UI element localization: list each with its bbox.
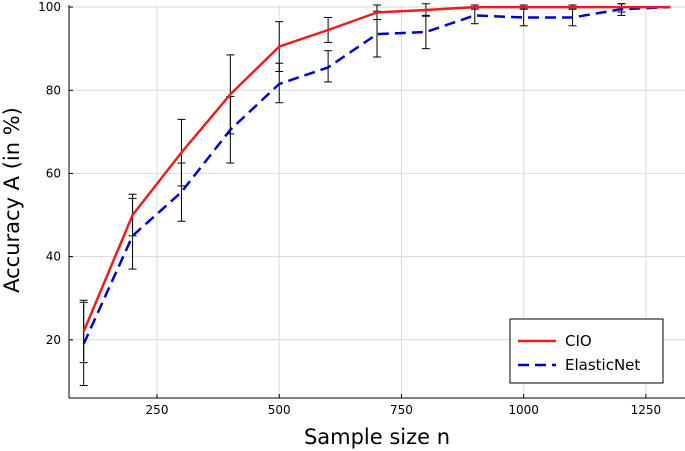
tick-labels: 250 500 750 1000 1250 20 40 60 80 100 — [38, 0, 661, 417]
error-bar-elasticnet-300 — [177, 162, 186, 222]
x-axis-title: Sample size n — [304, 425, 450, 449]
y-tick-label-60: 60 — [46, 166, 61, 180]
x-tick-label-1000: 1000 — [508, 403, 539, 417]
y-axis-title: Accuracy A (in %) — [0, 107, 24, 293]
x-tick-label-250: 250 — [146, 403, 169, 417]
legend-box — [509, 318, 664, 384]
y-tick-label-20: 20 — [46, 333, 61, 347]
y-tick-label-80: 80 — [46, 83, 61, 97]
axes — [68, 5, 685, 399]
y-tick-label-40: 40 — [46, 250, 61, 264]
error-bar-elasticnet-200 — [128, 197, 137, 270]
legend-label-cio: CIO — [565, 332, 592, 350]
y-tick-label-100: 100 — [38, 0, 61, 14]
error-bar-elasticnet-800 — [421, 14, 430, 50]
x-tick-label-500: 500 — [268, 403, 291, 417]
series-line-cio — [82, 5, 671, 332]
legend-label-elasticnet: ElasticNet — [565, 356, 640, 374]
x-tick-label-750: 750 — [390, 403, 413, 417]
legend: CIO ElasticNet — [509, 318, 664, 384]
series-line-elasticnet — [82, 5, 671, 345]
series-lines — [82, 5, 671, 345]
x-tick-label-1250: 1250 — [631, 403, 662, 417]
error-bar-elasticnet-1000 — [519, 8, 528, 27]
